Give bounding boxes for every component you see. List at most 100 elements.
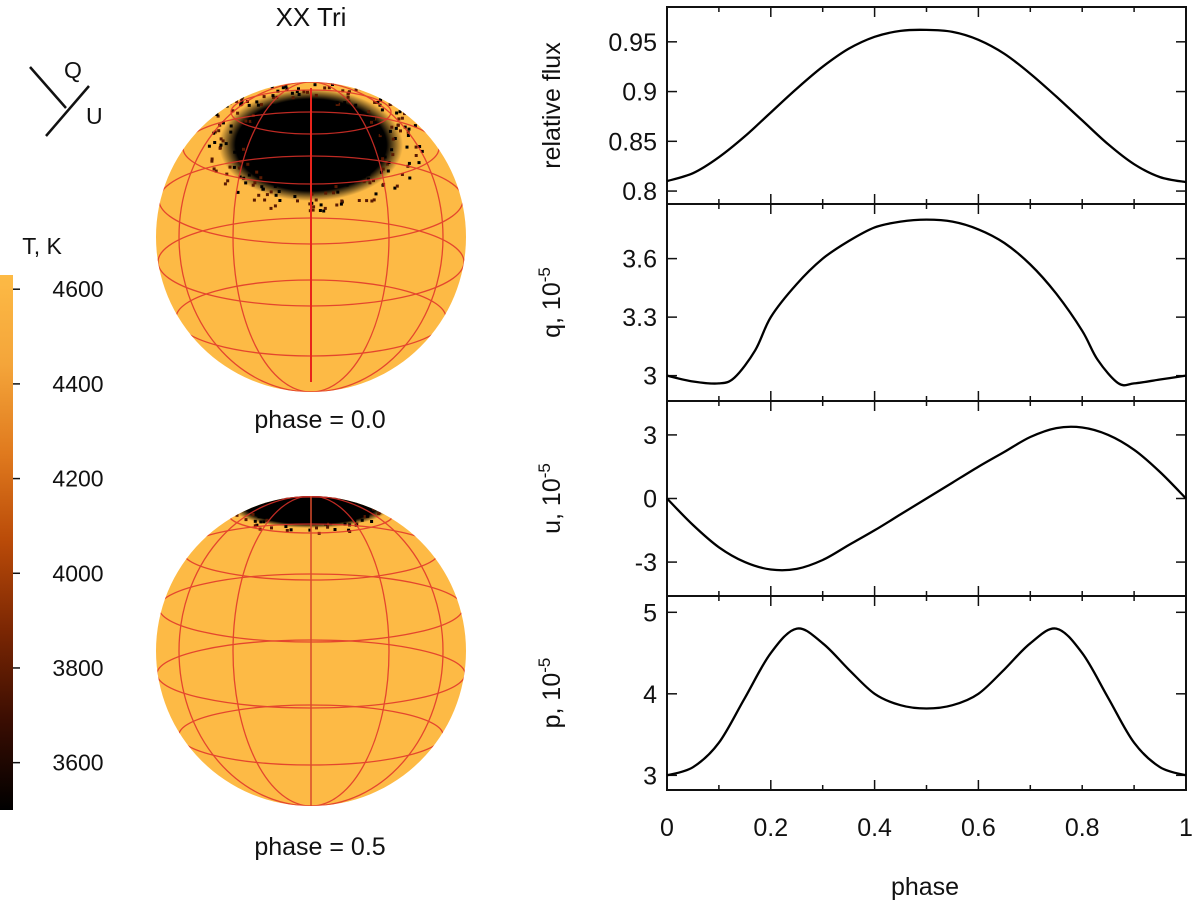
spot-pixel	[406, 134, 410, 137]
spot-pixel	[393, 137, 397, 140]
curve-flux	[666, 28, 1187, 184]
spot-pixel	[273, 184, 277, 188]
spot-pixel	[374, 192, 378, 196]
y-tick-label: -3	[635, 549, 657, 577]
spot-pixel	[388, 497, 392, 501]
y-axis-label: u, 10-5	[535, 463, 566, 534]
spot-pixel	[393, 186, 397, 190]
spot-pixel	[319, 203, 323, 207]
x-tick-label: 1	[1179, 814, 1193, 842]
colorbar-tick-label: 3800	[52, 655, 103, 681]
y-tick-label: 0.85	[608, 128, 657, 156]
spot-pixel	[336, 190, 340, 194]
phase-label: phase = 0.0	[254, 406, 385, 434]
spot-pixel	[408, 176, 412, 180]
spot-pixel	[417, 161, 421, 165]
spot-pixel	[324, 191, 328, 195]
spot-pixel	[242, 147, 245, 151]
spot-pixel	[394, 126, 398, 130]
spot-pixel	[248, 501, 252, 505]
spot-pixel	[353, 519, 357, 523]
spot-pixel	[271, 103, 275, 107]
spot-pixel	[236, 190, 240, 194]
spot-pixel	[252, 198, 256, 202]
spot-pixel	[318, 209, 322, 212]
q-axis-line	[29, 66, 67, 109]
spot-pixel	[225, 104, 229, 108]
spot-pixel	[260, 185, 264, 189]
curve-p	[666, 627, 1187, 777]
spot-pixel	[231, 109, 235, 113]
y-tick-label: 0.95	[608, 29, 657, 57]
spot-pixel	[369, 500, 373, 504]
spot-pixel	[291, 96, 295, 100]
spot-pixel	[285, 483, 288, 486]
spot-pixel	[224, 498, 228, 502]
spot-pixel	[343, 101, 347, 105]
spot-pixel	[390, 125, 394, 129]
spot-pixel	[334, 185, 338, 189]
spot-pixel	[364, 488, 367, 491]
spot-pixel	[372, 179, 375, 183]
colorbar-tick-label: 4600	[52, 276, 103, 302]
y-tick-label: 3.3	[622, 304, 657, 332]
spot-pixel	[272, 490, 275, 493]
spot-pixel	[253, 519, 257, 523]
spot-pixel	[235, 513, 239, 517]
spot-pixel	[306, 90, 309, 94]
spot-pixel	[296, 199, 299, 203]
spot-pixel	[257, 515, 261, 519]
spot-pixel	[242, 125, 246, 129]
spot-pixel	[290, 91, 294, 95]
curve-q	[666, 218, 1187, 387]
curve-u	[666, 425, 1187, 572]
spot-pixel	[262, 95, 266, 99]
spot-pixel	[213, 141, 217, 144]
spot-pixel	[278, 199, 282, 202]
x-tick-labels: 0 0.2 0.4 0.6 0.8 1	[660, 814, 1193, 842]
panel-u: -3 0 3 u, 10-5	[535, 400, 1187, 597]
phase-label: phase = 0.5	[254, 833, 385, 861]
spot-pixel	[277, 492, 280, 495]
spot-pixel	[233, 509, 237, 513]
spot-pixel	[339, 483, 342, 486]
spot-pixel	[253, 524, 257, 528]
spot-pixel	[378, 506, 382, 510]
y-tick-label: 3.6	[622, 246, 657, 274]
spot-pixel	[308, 202, 312, 206]
star-map-phase-0-5: phase = 0.5	[156, 483, 466, 861]
spot-pixel	[383, 143, 387, 147]
spot-pixel	[323, 86, 327, 90]
spot-pixel	[255, 100, 259, 104]
spot-pixel	[399, 129, 402, 133]
spot-pixel	[226, 179, 230, 183]
spot-pixel	[233, 150, 237, 154]
spot-pixel	[241, 496, 245, 497]
spot-pixel	[296, 99, 300, 103]
spot-pixel	[229, 514, 233, 518]
spot-pixel	[216, 504, 220, 508]
spot-pixel	[281, 86, 285, 90]
spot-pixel	[388, 103, 392, 106]
spot-pixel	[403, 509, 407, 513]
spot-pixel	[289, 528, 293, 532]
spot-pixel	[219, 143, 223, 147]
spot-pixel	[391, 153, 395, 157]
spot-pixel	[340, 199, 344, 203]
spot-pixel	[385, 162, 389, 166]
spot-pixel	[363, 515, 367, 519]
y-tick-label: 0	[643, 486, 657, 514]
spot-pixel	[348, 489, 351, 492]
spot-pixel	[244, 181, 248, 185]
spot-pixel	[341, 89, 345, 93]
spot-pixel	[390, 505, 394, 509]
spot-pixel	[255, 523, 259, 527]
spot-pixel	[303, 486, 306, 489]
spot-pixel	[329, 522, 333, 526]
x-tick-label: 0.8	[1065, 814, 1100, 842]
spot-pixel	[381, 167, 385, 171]
spot-pixel	[273, 204, 277, 208]
spot-pixel	[277, 485, 280, 488]
spot-pixel	[362, 175, 366, 179]
